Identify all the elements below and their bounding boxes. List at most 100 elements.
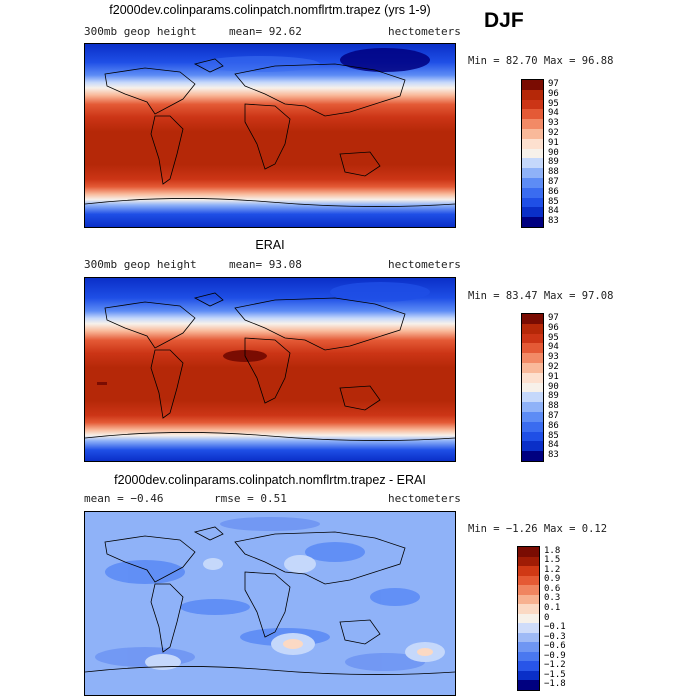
colorbar-swatch: [522, 128, 543, 139]
colorbar-swatch: [518, 547, 539, 557]
colorbar-level-label: 0.9: [544, 574, 561, 585]
colorbar-swatch: [522, 392, 543, 403]
colorbar-swatch: [518, 575, 539, 586]
colorbar-swatch: [518, 642, 539, 652]
colorbar-swatch: [518, 604, 539, 614]
colorbar-level-label: 92: [548, 127, 559, 138]
colorbar-level-label: 94: [548, 108, 559, 119]
panel-1-coastlines: [85, 58, 455, 207]
panel-2-minmax: Min = 83.47 Max = 97.08: [468, 290, 614, 302]
panel-3-mean: mean = −0.46: [84, 492, 164, 505]
colorbar-swatch: [522, 138, 543, 149]
panel-3-units: hectometers: [388, 492, 461, 505]
panel-3-coastlines: [85, 526, 455, 675]
panel-1-colorbar: [521, 79, 544, 228]
colorbar-level-label: 97: [548, 312, 559, 323]
panel-1-minmax: Min = 82.70 Max = 96.88: [468, 55, 614, 67]
colorbar-swatch: [522, 451, 543, 461]
colorbar-level-label: 91: [548, 137, 559, 148]
colorbar-level-label: 1.8: [544, 545, 561, 556]
panel-3-colorbar: [517, 546, 540, 691]
colorbar-swatch: [522, 148, 543, 159]
colorbar-swatch: [522, 217, 543, 227]
colorbar-level-label: −1.2: [544, 660, 566, 671]
colorbar-swatch: [522, 372, 543, 383]
colorbar-level-label: 89: [548, 391, 559, 402]
colorbar-level-label: 85: [548, 196, 559, 207]
panel-2-title: ERAI: [255, 238, 285, 252]
colorbar-level-label: 92: [548, 361, 559, 372]
colorbar-level-label: −0.9: [544, 650, 566, 661]
panel-2-colorbar: [521, 313, 544, 462]
colorbar-swatch: [522, 89, 543, 100]
colorbar-level-label: 96: [548, 322, 559, 333]
colorbar-swatch: [518, 556, 539, 567]
colorbar-swatch: [522, 402, 543, 412]
colorbar-swatch: [522, 411, 543, 422]
colorbar-swatch: [522, 197, 543, 208]
colorbar-swatch: [522, 207, 543, 218]
colorbar-swatch: [522, 431, 543, 442]
colorbar-level-label: 87: [548, 410, 559, 421]
colorbar-swatch: [518, 680, 539, 690]
colorbar-level-label: −0.3: [544, 631, 566, 642]
colorbar-level-label: 0: [544, 612, 550, 623]
colorbar-swatch: [518, 670, 539, 681]
panel-3-map: [84, 511, 456, 696]
colorbar-swatch: [522, 109, 543, 120]
colorbar-level-label: 88: [548, 401, 559, 412]
colorbar-level-label: −0.6: [544, 641, 566, 652]
colorbar-level-label: 91: [548, 371, 559, 382]
colorbar-level-label: 93: [548, 118, 559, 129]
panel-3-rmse: rmse = 0.51: [214, 492, 287, 505]
panel-1-units: hectometers: [388, 25, 461, 38]
colorbar-level-label: 86: [548, 420, 559, 431]
panel-1-colorbar-labels: 97 96 95 94 93 92 91 90 89 88 87 86 85 84 83: [548, 79, 578, 229]
colorbar-level-label: 89: [548, 157, 559, 168]
panel-2-variable: 300mb geop height: [84, 258, 197, 271]
colorbar-level-label: 83: [548, 450, 559, 461]
colorbar-level-label: −1.5: [544, 669, 566, 680]
colorbar-level-label: 88: [548, 167, 559, 178]
colorbar-swatch: [518, 594, 539, 605]
colorbar-swatch: [522, 382, 543, 393]
season-label: DJF: [484, 9, 524, 32]
colorbar-swatch: [522, 362, 543, 373]
colorbar-level-label: −1.8: [544, 679, 566, 690]
colorbar-level-label: 85: [548, 430, 559, 441]
panel-1-map: [84, 43, 456, 228]
colorbar-swatch: [522, 323, 543, 334]
colorbar-swatch: [518, 566, 539, 576]
colorbar-level-label: −0.1: [544, 622, 566, 633]
colorbar-level-label: 96: [548, 88, 559, 99]
panel-2-map: [84, 277, 456, 462]
colorbar-level-label: 95: [548, 98, 559, 109]
panel-3-colorbar-labels: 1.8 1.5 1.2 0.9 0.6 0.3 0.1 0 −0.1 −0.3 −0.6 −0.9 −1…: [544, 546, 578, 694]
colorbar-swatch: [518, 613, 539, 624]
colorbar-level-label: 84: [548, 440, 559, 451]
colorbar-swatch: [518, 585, 539, 595]
colorbar-level-label: 94: [548, 342, 559, 353]
colorbar-swatch: [518, 661, 539, 671]
colorbar-swatch: [518, 623, 539, 633]
colorbar-level-label: 97: [548, 78, 559, 89]
colorbar-swatch: [522, 333, 543, 344]
colorbar-swatch: [522, 314, 543, 324]
colorbar-level-label: 0.1: [544, 602, 561, 613]
colorbar-swatch: [518, 632, 539, 643]
colorbar-swatch: [522, 353, 543, 363]
panel-2-colorbar-labels: 97 96 95 94 93 92 91 90 89 88 87 86 85 84 83: [548, 313, 578, 463]
colorbar-level-label: 84: [548, 206, 559, 217]
colorbar-swatch: [522, 119, 543, 129]
colorbar-swatch: [522, 99, 543, 110]
colorbar-level-label: 1.5: [544, 555, 561, 566]
panel-2-mean: mean= 93.08: [229, 258, 302, 271]
colorbar-swatch: [522, 158, 543, 169]
panel-1-variable: 300mb geop height: [84, 25, 197, 38]
colorbar-level-label: 86: [548, 186, 559, 197]
colorbar-level-label: 83: [548, 216, 559, 227]
colorbar-level-label: 93: [548, 352, 559, 363]
panel-2-units: hectometers: [388, 258, 461, 271]
panel-1-mean: mean= 92.62: [229, 25, 302, 38]
colorbar-swatch: [522, 80, 543, 90]
